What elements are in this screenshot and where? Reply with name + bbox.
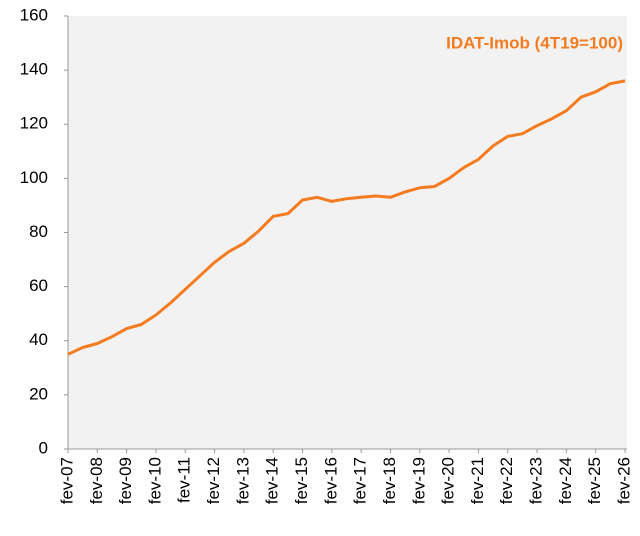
series-line — [67, 79, 626, 356]
y-tick-label: 40 — [29, 330, 48, 349]
x-tick-label: fev-24 — [556, 457, 575, 504]
y-tick-label: 160 — [20, 5, 48, 24]
x-tick-label: fev-15 — [292, 457, 311, 504]
y-tick-label: 80 — [29, 222, 48, 241]
x-tick-label: fev-13 — [233, 457, 252, 504]
y-tick-label: 0 — [39, 438, 48, 457]
x-tick-label: fev-07 — [57, 457, 76, 504]
y-tick-label: 140 — [20, 60, 48, 79]
x-tick-label: fev-20 — [439, 457, 458, 504]
x-tick-label: fev-25 — [585, 457, 604, 504]
x-tick-label: fev-19 — [409, 457, 428, 504]
x-tick-label: fev-16 — [321, 457, 340, 504]
x-tick-label: fev-23 — [527, 457, 546, 504]
y-tick-label: 20 — [29, 384, 48, 403]
x-tick-label: fev-09 — [116, 457, 135, 504]
x-tick-label: fev-14 — [263, 457, 282, 504]
x-tick-label: fev-11 — [175, 457, 194, 503]
x-tick-label: fev-17 — [351, 457, 370, 504]
x-tick-label: fev-08 — [87, 457, 106, 504]
x-tick-label: fev-10 — [145, 457, 164, 504]
y-tick-label: 100 — [20, 168, 48, 187]
x-tick-label: fev-26 — [614, 457, 633, 504]
x-tick-label: fev-18 — [380, 457, 399, 504]
x-tick-label: fev-12 — [204, 457, 223, 504]
plot-area — [68, 16, 627, 449]
legend-label: IDAT-Imob (4T19=100) — [446, 33, 623, 52]
y-tick-label: 60 — [29, 276, 48, 295]
y-tick-label: 120 — [20, 114, 48, 133]
x-tick-label: fev-21 — [468, 457, 487, 504]
x-tick-label: fev-22 — [497, 457, 516, 504]
